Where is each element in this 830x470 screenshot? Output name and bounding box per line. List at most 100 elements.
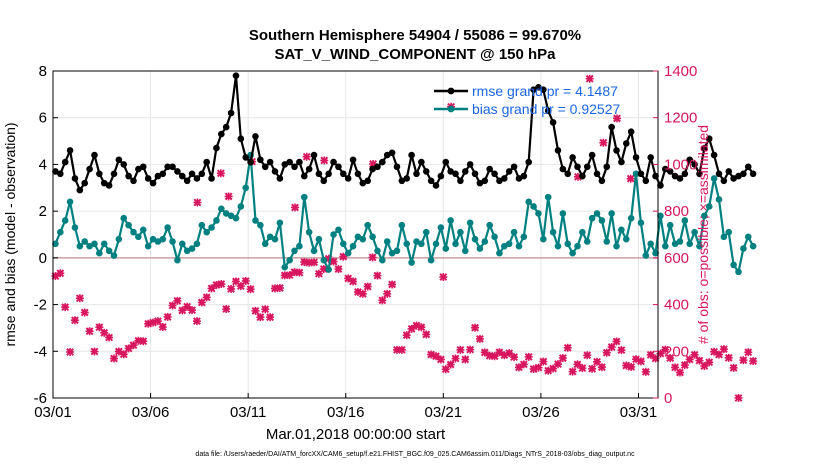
bias-point xyxy=(183,247,191,255)
obs-possible-marker xyxy=(677,369,683,375)
rmse-point xyxy=(393,163,401,171)
rmse-point xyxy=(515,175,523,182)
obs-possible-marker xyxy=(257,314,263,320)
rmse-point xyxy=(427,177,435,185)
bias-point xyxy=(188,245,196,252)
obs-possible-marker xyxy=(252,307,259,314)
y-left-tick-label: 4 xyxy=(39,156,47,173)
obs-possible-marker xyxy=(545,367,551,373)
rmse-point xyxy=(174,168,181,175)
rmse-point xyxy=(613,147,620,154)
obs-possible-marker xyxy=(667,354,673,361)
obs-possible-marker xyxy=(72,317,78,323)
rmse-point xyxy=(340,170,347,178)
rmse-point xyxy=(593,170,601,178)
y-right-tick-label: 1400 xyxy=(664,63,697,80)
obs-possible-marker xyxy=(550,365,556,371)
rmse-point xyxy=(57,170,64,178)
x-axis-label: Mar.01,2018 00:00:00 start xyxy=(266,426,446,443)
bias-point xyxy=(593,210,601,217)
rmse-point xyxy=(232,72,240,79)
bias-point xyxy=(120,214,128,222)
bias-point xyxy=(193,240,201,248)
rmse-point xyxy=(744,163,752,171)
bias-point xyxy=(57,228,64,236)
bias-point xyxy=(413,238,420,245)
bias-point xyxy=(535,210,542,217)
obs-possible-marker xyxy=(457,346,463,353)
obs-possible-marker xyxy=(750,358,756,364)
rmse-point xyxy=(105,182,113,189)
rmse-point xyxy=(408,151,415,159)
bias-point xyxy=(291,247,298,255)
bias-point xyxy=(154,238,162,245)
obs-possible-marker xyxy=(691,351,698,357)
bias-point xyxy=(91,240,98,248)
bias-point xyxy=(510,228,518,236)
rmse-point xyxy=(564,170,572,178)
bias-point xyxy=(222,210,230,217)
rmse-point xyxy=(154,172,162,180)
bias-point xyxy=(481,238,489,245)
bias-point xyxy=(364,221,371,229)
rmse-point xyxy=(266,158,274,166)
plot-frame xyxy=(52,70,659,399)
bias-point xyxy=(637,219,645,227)
rmse-point xyxy=(676,175,684,182)
obs-possible-marker xyxy=(487,352,493,358)
obs-possible-marker xyxy=(521,361,527,367)
bias-point xyxy=(335,226,342,234)
y-axis-label-right: # of obs: o=possible; ×=assimilated xyxy=(695,125,711,344)
obs-possible-marker xyxy=(189,307,195,313)
rmse-point xyxy=(442,158,450,166)
obs-possible-marker xyxy=(57,270,63,276)
rmse-point xyxy=(276,175,284,182)
obs-possible-marker xyxy=(584,352,590,358)
obs-possible-marker xyxy=(467,346,473,352)
obs-possible-marker xyxy=(340,253,346,259)
footnote: data file: /Users/raeder/DAI/ATM_forcXX/… xyxy=(195,451,635,458)
rmse-point xyxy=(91,151,98,159)
rmse-point xyxy=(330,158,337,166)
y-right-tick-label: 1200 xyxy=(664,110,697,127)
bias-point xyxy=(115,235,123,243)
bias-point xyxy=(418,240,425,248)
rmse-point xyxy=(96,170,103,178)
rmse-point xyxy=(403,175,411,182)
obs-possible-marker xyxy=(301,258,307,265)
rmse-point xyxy=(452,170,459,178)
rmse-point xyxy=(657,182,664,189)
obs-possible-marker xyxy=(423,331,429,337)
bias-point xyxy=(457,228,464,236)
rmse-point xyxy=(222,123,230,131)
bias-point xyxy=(300,193,308,201)
rmse-point xyxy=(257,156,264,164)
rmse-point xyxy=(549,119,557,126)
rmse-point xyxy=(315,170,323,178)
rmse-point xyxy=(457,177,464,185)
rmse-point xyxy=(476,179,484,187)
obs-possible-marker xyxy=(126,345,132,351)
obs-possible-marker xyxy=(501,352,507,358)
obs-possible-marker xyxy=(496,349,503,355)
obs-possible-marker xyxy=(306,259,312,265)
rmse-point xyxy=(261,163,269,171)
obs-possible-marker xyxy=(379,297,385,303)
rmse-point xyxy=(120,161,128,168)
rmse-point xyxy=(349,156,357,164)
rmse-point xyxy=(622,140,630,147)
rmse-point xyxy=(691,161,698,168)
obs-possible-marker xyxy=(438,356,444,362)
rmse-point xyxy=(310,151,318,159)
rmse-point xyxy=(144,175,152,182)
obs-possible-marker xyxy=(82,309,88,315)
bias-point xyxy=(125,221,132,229)
bias-point xyxy=(442,245,450,252)
bias-point xyxy=(427,256,435,264)
bias-point xyxy=(681,217,689,224)
rmse-point xyxy=(281,161,289,168)
rmse-point xyxy=(213,144,220,152)
rmse-point xyxy=(325,170,332,178)
bias-point xyxy=(281,263,289,271)
rmse-point xyxy=(749,170,757,178)
